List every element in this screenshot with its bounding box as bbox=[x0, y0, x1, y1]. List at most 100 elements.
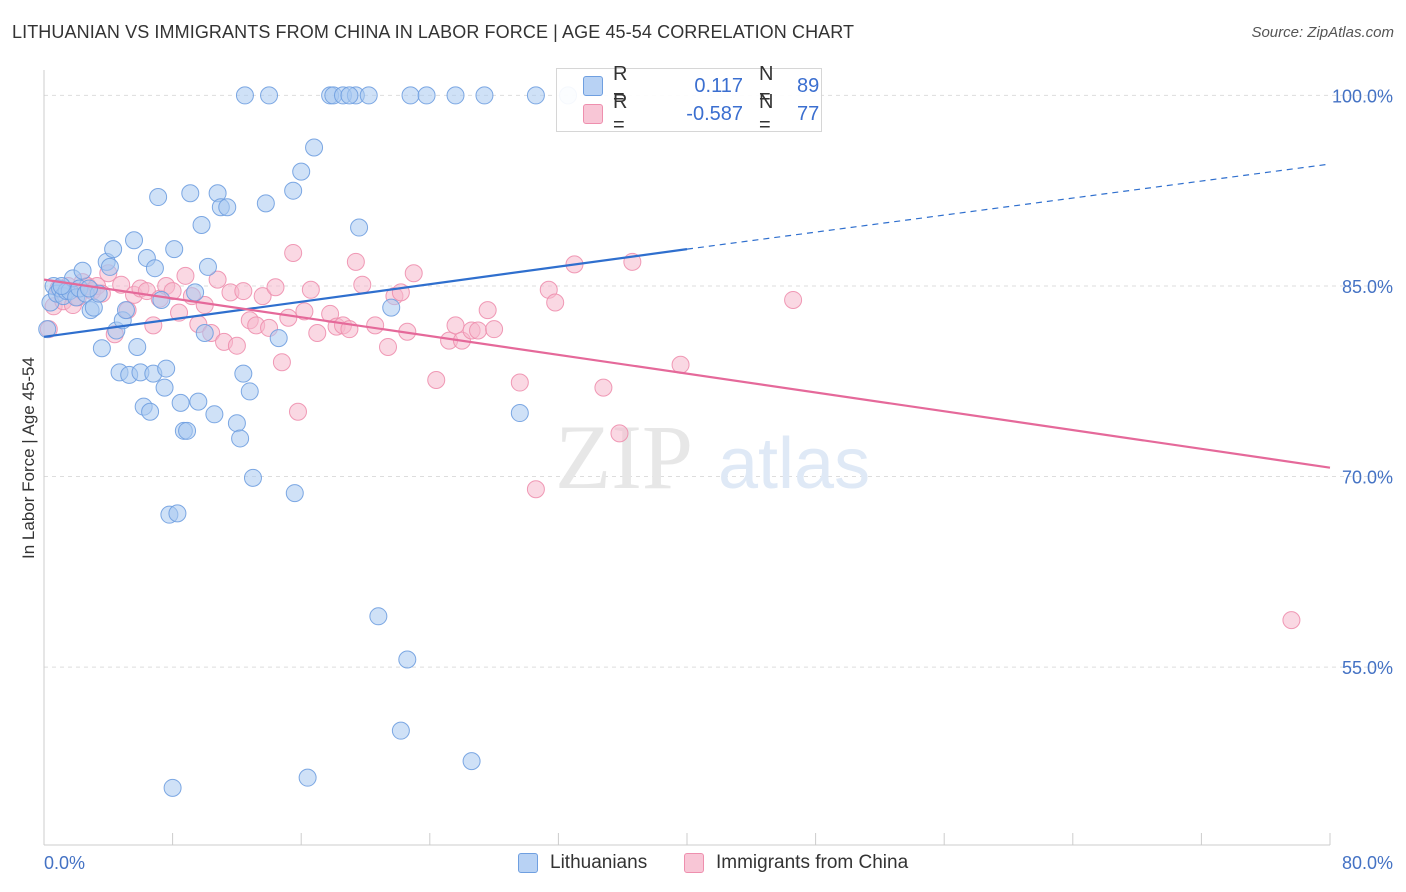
legend-n-label: N = bbox=[759, 63, 774, 108]
lithuanian-point bbox=[340, 86, 359, 105]
china-point bbox=[379, 337, 398, 356]
lithuanian-point bbox=[92, 339, 111, 358]
legend-n-label: N = bbox=[759, 91, 774, 136]
legend-swatch-pink bbox=[583, 104, 603, 124]
lithuanian-point bbox=[104, 240, 123, 259]
china-point bbox=[427, 371, 446, 389]
legend-n-value: 77 bbox=[797, 102, 820, 125]
china-point bbox=[253, 287, 272, 306]
lithuanian-point bbox=[234, 364, 253, 383]
china-point bbox=[144, 316, 163, 335]
china-point bbox=[346, 252, 365, 271]
y-tick-label: 55.0% bbox=[1342, 658, 1393, 678]
lithuanian-point bbox=[155, 378, 174, 397]
china-point bbox=[510, 373, 529, 392]
lithuanian-point bbox=[192, 216, 211, 234]
lithuanian-point bbox=[141, 402, 160, 421]
china-point bbox=[208, 270, 227, 289]
china-point bbox=[784, 290, 803, 309]
lithuanian-point bbox=[391, 721, 410, 740]
lithuanian-point bbox=[186, 283, 205, 302]
lithuanian-point bbox=[145, 259, 164, 278]
lithuanian-point bbox=[168, 504, 187, 523]
lithuanian-point bbox=[198, 257, 217, 276]
lithuanian-point bbox=[116, 301, 135, 320]
lithuanian-point bbox=[359, 86, 378, 105]
trend-line-china bbox=[43, 278, 1331, 469]
lithuanian-point bbox=[369, 607, 388, 626]
lithuanian-point bbox=[417, 86, 436, 105]
lithuanian-point bbox=[165, 240, 184, 259]
lithuanian-point bbox=[171, 393, 190, 412]
legend-swatch-blue bbox=[583, 76, 603, 96]
lithuanian-point bbox=[398, 650, 417, 669]
china-point bbox=[353, 275, 372, 294]
legend-n-value: 89 bbox=[797, 74, 820, 97]
lithuanian-point bbox=[178, 421, 197, 440]
lithuanian-point bbox=[446, 86, 465, 105]
lithuanian-point bbox=[189, 392, 208, 411]
lithuanian-point bbox=[292, 162, 311, 181]
legend-r-value: 0.117 bbox=[694, 74, 743, 97]
lithuanian-point bbox=[52, 276, 71, 295]
lithuanian-point bbox=[128, 337, 147, 356]
china-point bbox=[266, 278, 285, 297]
trend-extension-lithuanians bbox=[686, 163, 1331, 250]
lithuanian-point bbox=[152, 290, 171, 309]
source-label: Source: ZipAtlas.com bbox=[1251, 24, 1394, 41]
x-tick-label: 80.0% bbox=[1342, 853, 1393, 873]
lithuanian-point bbox=[401, 86, 420, 105]
bottom-legend-label: Lithuanians bbox=[550, 852, 648, 873]
china-point bbox=[404, 264, 423, 283]
china-point bbox=[176, 266, 195, 285]
china-point bbox=[227, 336, 246, 355]
lithuanian-point bbox=[462, 752, 481, 771]
china-point bbox=[112, 275, 131, 294]
lithuanian-point bbox=[218, 198, 237, 217]
china-point bbox=[308, 323, 327, 342]
lithuanian-point bbox=[73, 261, 92, 280]
lithuanian-point bbox=[227, 414, 246, 433]
y-axis-label: In Labor Force | Age 45-54 bbox=[19, 357, 38, 559]
china-point bbox=[671, 355, 690, 374]
lithuanian-point bbox=[350, 218, 369, 237]
y-tick-label: 100.0% bbox=[1332, 86, 1393, 106]
lithuanian-point bbox=[181, 184, 200, 203]
lithuanian-point bbox=[100, 257, 119, 276]
lithuanian-point bbox=[298, 768, 317, 787]
lithuanian-point bbox=[243, 468, 262, 487]
lithuanian-point bbox=[284, 181, 303, 200]
legend-r-label: R = bbox=[613, 63, 628, 108]
watermark-atlas: atlas bbox=[718, 424, 870, 504]
bottom-swatch-blue bbox=[518, 853, 538, 873]
china-point bbox=[284, 243, 303, 262]
trend-line-lithuanians bbox=[43, 248, 688, 338]
watermark-zip: ZIP bbox=[555, 406, 693, 508]
bottom-legend-label: Immigrants from China bbox=[716, 852, 909, 873]
china-point bbox=[366, 316, 385, 335]
lithuanian-point bbox=[163, 778, 182, 797]
bottom-legend-china: Immigrants from China bbox=[684, 852, 908, 874]
chart-title: LITHUANIAN VS IMMIGRANTS FROM CHINA IN L… bbox=[12, 22, 855, 42]
china-point bbox=[295, 302, 314, 321]
china-point bbox=[546, 293, 565, 312]
china-point bbox=[301, 280, 320, 299]
china-point bbox=[610, 424, 629, 443]
bottom-swatch-pink bbox=[684, 853, 704, 873]
correlation-legend: R = 0.117 N = 89 R = -0.587 N = 77 bbox=[556, 63, 822, 136]
lithuanian-point bbox=[256, 194, 275, 213]
lithuanian-point bbox=[305, 138, 324, 157]
legend-r-label: R = bbox=[613, 91, 628, 136]
china-point bbox=[279, 308, 298, 327]
lithuanian-point bbox=[80, 279, 99, 298]
lithuanian-point bbox=[260, 86, 279, 105]
china-point bbox=[594, 378, 613, 397]
lithuanian-point bbox=[157, 359, 176, 378]
lithuanian-point bbox=[231, 429, 250, 448]
lithuanian-point bbox=[235, 86, 254, 105]
china-point bbox=[478, 301, 497, 320]
lithuanian-point bbox=[285, 484, 304, 503]
trend-lines bbox=[43, 163, 1331, 469]
y-tick-label: 85.0% bbox=[1342, 277, 1393, 297]
